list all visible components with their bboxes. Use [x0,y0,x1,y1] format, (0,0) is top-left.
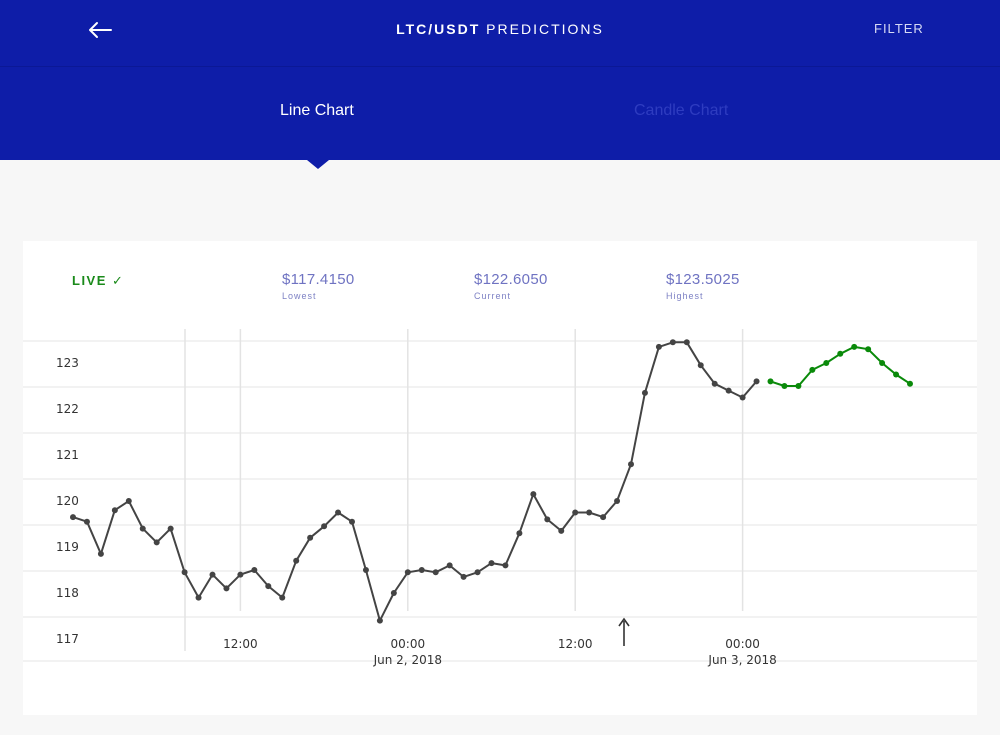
actual-data-point[interactable] [390,590,397,596]
live-indicator: LIVE ✓ [72,273,125,288]
actual-data-point[interactable] [111,507,118,514]
predicted-data-point[interactable] [767,378,774,385]
stat-current-label: Current [474,291,512,301]
tab-line-chart[interactable]: Line Chart [280,102,354,119]
actual-data-point[interactable] [265,583,272,590]
actual-data-point[interactable] [195,594,202,601]
actual-data-point[interactable] [139,525,146,532]
stat-highest-label: Highest [666,291,704,301]
actual-data-point[interactable] [307,534,314,541]
predicted-data-point[interactable] [823,360,830,366]
actual-data-point[interactable] [251,567,258,573]
x-tick-label: 00:00 [725,637,760,651]
back-button[interactable] [84,14,116,46]
active-tab-indicator [307,160,329,169]
actual-data-point[interactable] [530,491,537,498]
stat-highest-value: $123.5025 [666,271,740,288]
stat-lowest: $117.4150 Lowest [282,271,355,301]
actual-data-point[interactable] [153,539,160,546]
y-tick-label: 118 [56,586,79,600]
stat-current-value: $122.6050 [474,271,548,288]
actual-data-point[interactable] [697,362,704,369]
actual-data-point[interactable] [655,343,662,350]
actual-data-point[interactable] [209,571,216,578]
actual-data-point[interactable] [279,594,286,601]
actual-data-point[interactable] [572,509,579,516]
actual-data-point[interactable] [321,523,328,530]
stat-lowest-value: $117.4150 [282,271,355,288]
filter-button[interactable]: FILTER [874,21,924,36]
stat-highest: $123.5025 Highest [666,271,740,301]
page-title: LTC/USDT PREDICTIONS [0,21,1000,37]
now-marker-arrowhead [618,617,630,627]
actual-data-point[interactable] [641,389,648,396]
predicted-data-point[interactable] [865,346,872,353]
actual-data-point[interactable] [83,518,90,525]
actual-data-point[interactable] [418,567,425,573]
actual-data-point[interactable] [683,339,690,346]
x-tick-sublabel: Jun 3, 2018 [707,653,776,667]
price-line-chart[interactable]: 117 118 119 120 121 122 123 12:00 00:00 Jun 2, 20… [23,241,977,715]
predicted-data-point[interactable] [893,371,900,378]
actual-data-point[interactable] [586,509,593,516]
actual-data-point[interactable] [362,567,369,573]
top-bar: LTC/USDT PREDICTIONS FILTER [0,0,1000,67]
actual-data-point[interactable] [739,394,746,401]
actual-data-point[interactable] [488,560,495,567]
actual-data-point[interactable] [181,569,188,576]
x-tick-label: 12:00 [558,637,593,651]
actual-data-point[interactable] [516,530,523,537]
y-tick-label: 117 [56,632,79,646]
predicted-data-point[interactable] [879,360,886,366]
stat-lowest-label: Lowest [282,291,317,301]
x-tick-sublabel: Jun 2, 2018 [373,653,442,667]
actual-data-point[interactable] [446,562,453,569]
title-pair: LTC/USDT [396,21,481,37]
actual-series-line [72,341,758,622]
y-tick-label: 123 [56,356,79,370]
actual-data-point[interactable] [167,525,174,532]
actual-data-point[interactable] [725,387,732,394]
actual-data-point[interactable] [335,509,342,516]
actual-data-point[interactable] [97,550,104,557]
actual-data-point[interactable] [349,518,355,525]
actual-data-point[interactable] [223,585,230,592]
predicted-data-point[interactable] [837,350,844,357]
chart-card: LIVE ✓ $117.4150 Lowest $122.6050 Curren… [23,241,977,715]
tab-candle-chart[interactable]: Candle Chart [634,102,729,119]
predicted-data-point[interactable] [851,343,858,350]
actual-data-point[interactable] [474,569,481,576]
actual-data-point[interactable] [293,557,300,564]
actual-data-point[interactable] [544,516,551,523]
actual-data-point[interactable] [600,514,607,521]
y-tick-label: 120 [56,494,79,508]
predicted-data-point[interactable] [795,383,802,389]
actual-data-point[interactable] [711,380,718,387]
y-tick-label: 122 [56,402,79,416]
actual-data-point[interactable] [558,527,565,534]
y-tick-label: 121 [56,448,79,462]
actual-data-point[interactable] [502,562,509,569]
x-tick-label: 12:00 [223,637,258,651]
actual-data-point[interactable] [125,498,132,504]
x-tick-label: 00:00 [391,637,426,651]
actual-data-point[interactable] [460,573,467,580]
arrow-left-icon [89,22,112,38]
actual-data-point[interactable] [614,498,621,504]
predicted-data-point[interactable] [781,383,788,389]
actual-data-point[interactable] [669,339,676,346]
chart-type-tabs: Line Chart Candle Chart [0,67,1000,160]
title-suffix: PREDICTIONS [480,21,604,37]
predicted-data-point[interactable] [907,380,913,387]
actual-data-point[interactable] [628,461,634,468]
actual-data-point[interactable] [237,571,244,578]
predicted-data-point[interactable] [809,366,816,373]
stat-current: $122.6050 Current [474,271,548,301]
actual-data-point[interactable] [376,617,383,624]
y-tick-label: 119 [56,540,79,554]
actual-data-point[interactable] [404,569,411,576]
actual-data-point[interactable] [432,569,439,576]
actual-data-point[interactable] [70,514,76,521]
actual-data-point[interactable] [753,378,760,385]
